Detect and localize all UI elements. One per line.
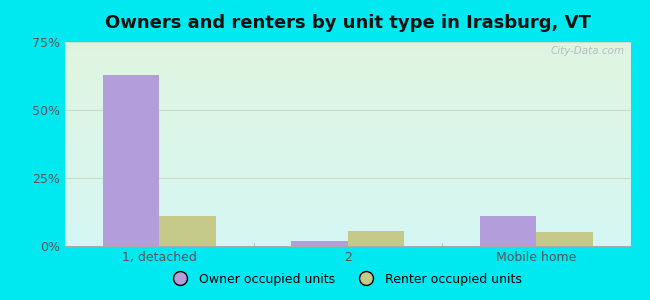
Title: Owners and renters by unit type in Irasburg, VT: Owners and renters by unit type in Irasb… [105,14,591,32]
Bar [159,216,216,246]
Bar [348,231,404,246]
Bar [103,75,159,246]
Legend: Owner occupied units, Renter occupied units: Owner occupied units, Renter occupied un… [162,268,526,291]
Bar [291,241,348,246]
Bar [480,216,536,246]
Bar [536,232,593,246]
Text: City-Data.com: City-Data.com [551,46,625,56]
